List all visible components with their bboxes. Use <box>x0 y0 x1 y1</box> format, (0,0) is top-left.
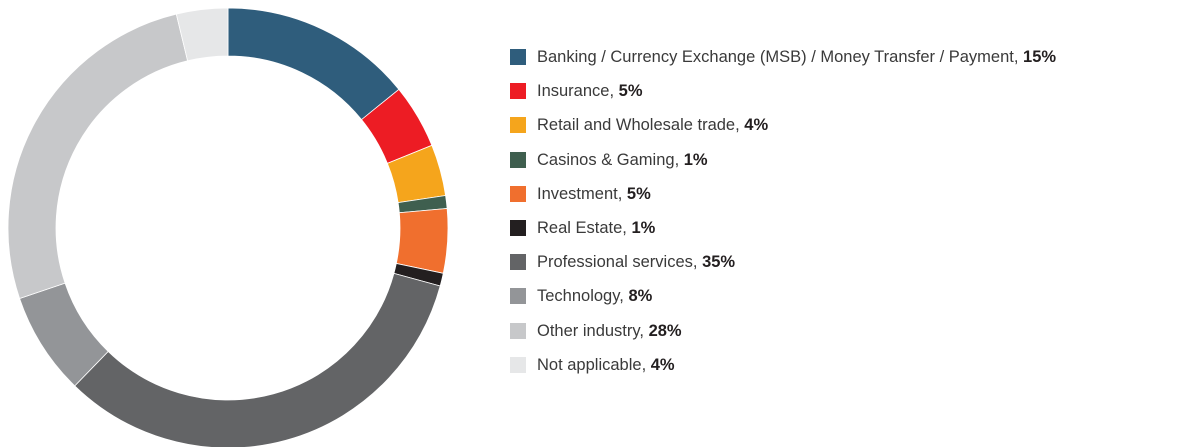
donut-segment <box>227 7 400 121</box>
donut-segment <box>175 7 229 62</box>
legend-value: 4% <box>744 116 769 135</box>
legend-swatch <box>510 117 526 134</box>
donut-segment <box>395 208 449 274</box>
legend-item: Investment5% <box>510 183 1056 217</box>
legend-label: Banking / Currency Exchange (MSB) / Mone… <box>537 46 1023 68</box>
legend-value: 5% <box>626 184 651 203</box>
legend-label: Investment <box>537 183 627 205</box>
legend-item: Professional services35% <box>510 251 1056 285</box>
legend-label: Other industry <box>537 320 649 342</box>
legend-swatch <box>510 254 526 271</box>
legend-item: Other industry28% <box>510 320 1056 354</box>
legend-value: 8% <box>628 287 653 306</box>
legend: Banking / Currency Exchange (MSB) / Mone… <box>510 46 1056 388</box>
legend-value: 4% <box>650 355 675 374</box>
legend-swatch <box>510 219 526 236</box>
legend-value: 1% <box>631 218 656 237</box>
legend-value: 35% <box>702 253 736 272</box>
legend-value: 1% <box>683 150 708 169</box>
legend-swatch <box>510 322 526 339</box>
legend-item: Retail and Wholesale trade4% <box>510 114 1056 148</box>
legend-swatch <box>510 49 526 65</box>
legend-label: Retail and Wholesale trade <box>537 114 744 136</box>
legend-label: Casinos & Gaming <box>537 149 684 171</box>
legend-value: 15% <box>1023 48 1057 66</box>
donut-segment <box>7 13 189 299</box>
legend-label: Technology <box>537 285 628 307</box>
legend-swatch <box>510 185 526 202</box>
legend-swatch <box>510 83 526 100</box>
legend-swatch <box>510 151 526 168</box>
legend-swatch <box>510 288 526 305</box>
legend-item: Not applicable4% <box>510 354 1056 388</box>
donut-chart <box>7 7 449 447</box>
donut-segment <box>74 272 441 447</box>
legend-value: 5% <box>618 82 643 101</box>
legend-item: Real Estate1% <box>510 217 1056 251</box>
legend-item: Technology8% <box>510 285 1056 319</box>
legend-item: Banking / Currency Exchange (MSB) / Mone… <box>510 46 1056 80</box>
legend-item: Insurance5% <box>510 80 1056 114</box>
legend-value: 28% <box>648 321 682 340</box>
legend-label: Professional services <box>537 251 702 273</box>
legend-swatch <box>510 356 526 373</box>
legend-label: Not applicable <box>537 354 651 376</box>
legend-label: Insurance <box>537 80 619 102</box>
legend-item: Casinos & Gaming1% <box>510 149 1056 183</box>
legend-label: Real Estate <box>537 217 631 239</box>
